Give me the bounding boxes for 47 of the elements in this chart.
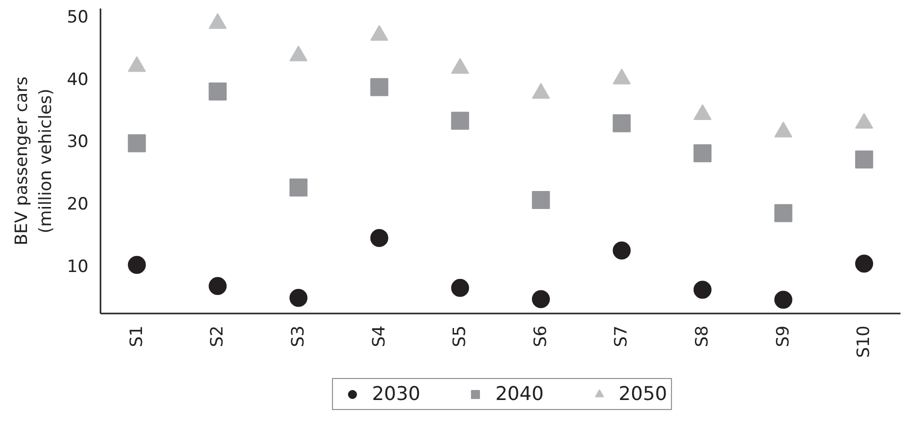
point bbox=[128, 134, 146, 152]
point bbox=[694, 144, 712, 162]
point bbox=[451, 112, 470, 130]
point bbox=[532, 290, 550, 308]
x-tick-label: S3 bbox=[288, 326, 308, 348]
point bbox=[694, 280, 712, 299]
point bbox=[774, 204, 792, 222]
point bbox=[532, 190, 550, 209]
point bbox=[855, 150, 874, 168]
point bbox=[370, 229, 388, 248]
point bbox=[128, 256, 146, 274]
point bbox=[451, 278, 470, 297]
point bbox=[774, 290, 792, 309]
x-tick-label: S4 bbox=[369, 326, 390, 348]
point bbox=[289, 288, 308, 307]
y-tick-label: 30 bbox=[66, 132, 89, 152]
point bbox=[612, 68, 631, 84]
x-tick-label: S8 bbox=[692, 326, 713, 348]
y-axis-title: BEV passenger cars (million vehicles) bbox=[12, 76, 56, 246]
x-tick-label: S5 bbox=[450, 326, 470, 348]
point bbox=[774, 122, 792, 138]
point bbox=[128, 56, 146, 72]
legend-label: 2030 bbox=[372, 383, 420, 405]
x-tick-label: S6 bbox=[530, 326, 551, 348]
point bbox=[612, 114, 631, 132]
point bbox=[532, 83, 550, 99]
point bbox=[694, 104, 712, 120]
x-tick-label: S10 bbox=[854, 325, 874, 358]
point bbox=[855, 112, 874, 129]
point bbox=[370, 25, 388, 41]
y-tick-label: 10 bbox=[66, 256, 89, 277]
x-tick-label: S9 bbox=[773, 325, 794, 348]
x-tick-label: S7 bbox=[612, 326, 632, 348]
y-tick-label: 50 bbox=[66, 7, 89, 28]
legend-label: 2050 bbox=[618, 383, 668, 405]
point bbox=[612, 242, 631, 260]
y-tick-label: 20 bbox=[66, 194, 89, 215]
point bbox=[289, 46, 308, 62]
y-tick-label: 40 bbox=[66, 70, 89, 90]
legend-label: 2040 bbox=[495, 383, 544, 405]
point bbox=[451, 58, 470, 74]
x-tick-label: S2 bbox=[208, 326, 228, 348]
point bbox=[208, 13, 227, 29]
point bbox=[855, 254, 874, 273]
x-tick-label: S1 bbox=[126, 326, 147, 348]
point bbox=[289, 178, 308, 197]
point bbox=[208, 277, 227, 296]
